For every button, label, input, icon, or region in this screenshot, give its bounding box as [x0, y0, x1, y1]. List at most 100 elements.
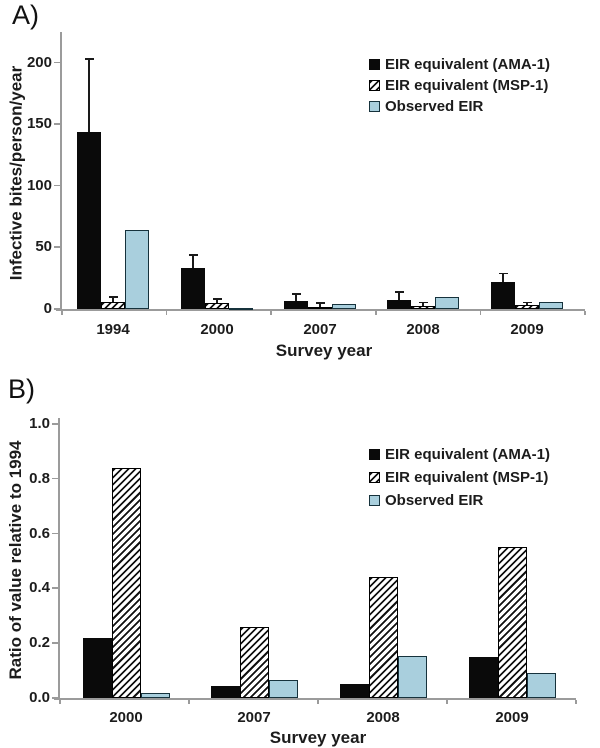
- error-bar-cap: [291, 293, 301, 295]
- legend-item: Observed EIR: [369, 96, 550, 117]
- bar-solid-black: [181, 268, 205, 309]
- y-axis-line: [60, 32, 62, 311]
- error-bar-cap: [315, 302, 325, 304]
- y-tick-mark: [54, 246, 60, 248]
- legend-label: EIR equivalent (MSP-1): [385, 469, 549, 486]
- legend-label: Observed EIR: [385, 98, 484, 115]
- x-axis-line: [56, 309, 585, 311]
- x-tick-mark: [575, 700, 577, 704]
- y-tick-mark: [54, 61, 60, 64]
- blue-square-icon: [369, 101, 380, 112]
- y-tick-mark: [52, 477, 58, 480]
- bar-hatched: [411, 305, 435, 309]
- x-tick-label: 2009: [495, 709, 529, 726]
- bar-solid-black: [82, 637, 112, 698]
- y-tick-label: 1.0: [29, 415, 50, 432]
- error-bar-line: [192, 254, 194, 269]
- bar-hatched: [515, 305, 539, 309]
- panel-a-x-axis-title: Survey year: [275, 341, 373, 360]
- error-bar-line: [422, 302, 424, 306]
- error-bar-cap: [498, 272, 508, 275]
- y-tick-label: 150: [26, 115, 52, 133]
- x-tick-mark: [188, 700, 190, 704]
- error-bar-cap: [212, 298, 222, 300]
- error-bar-line: [526, 302, 528, 306]
- legend-label: EIR equivalent (AMA-1): [385, 446, 551, 463]
- y-tick-label: 0.0: [29, 689, 50, 706]
- hatched-square-icon: [369, 472, 380, 483]
- error-bar-cap: [108, 296, 118, 298]
- hatched-square-icon: [369, 80, 380, 91]
- bar-light-blue: [140, 692, 170, 698]
- y-tick-mark: [52, 532, 58, 535]
- x-tick-mark: [61, 311, 63, 315]
- panel-a-y-axis-title: Infective bites/person/year: [6, 65, 26, 281]
- panel-b-x-axis-title: Survey year: [269, 728, 367, 747]
- bar-hatched: [205, 302, 229, 309]
- bar-light-blue: [332, 304, 356, 309]
- error-bar-cap: [84, 58, 94, 61]
- bar-light-blue: [125, 230, 149, 309]
- x-tick-mark: [270, 311, 272, 315]
- bar-light-blue: [229, 307, 253, 310]
- bar-solid-black: [491, 281, 515, 309]
- error-bar-line: [88, 58, 90, 132]
- x-tick-mark: [584, 311, 586, 315]
- y-tick-label: 0.4: [29, 579, 50, 597]
- error-bar-line: [502, 273, 504, 282]
- error-bar-cap: [522, 301, 532, 304]
- y-tick-mark: [54, 123, 60, 125]
- legend-item: EIR equivalent (MSP-1): [369, 75, 550, 96]
- x-tick-mark: [165, 311, 168, 315]
- legend-item: EIR equivalent (AMA-1): [369, 443, 550, 466]
- bar-hatched: [239, 626, 269, 698]
- error-bar-cap: [394, 291, 404, 293]
- x-tick-label: 2000: [109, 709, 143, 726]
- x-tick-label: 1994: [96, 321, 130, 338]
- legend-item: EIR equivalent (AMA-1): [369, 54, 550, 75]
- x-tick-mark: [59, 700, 61, 704]
- bar-solid-black: [210, 685, 240, 698]
- bar-light-blue: [435, 296, 459, 309]
- x-tick-label: 2008: [406, 321, 440, 338]
- x-tick-label: 2007: [237, 709, 271, 726]
- y-tick-mark: [52, 587, 58, 589]
- panel-a-letter: A): [12, 0, 39, 30]
- y-tick-label: 0.8: [29, 469, 50, 487]
- panel-b-y-axis-title: Ratio of value relative to 1994: [6, 440, 25, 680]
- x-tick-mark: [479, 311, 482, 315]
- y-tick-label: 0.2: [29, 634, 50, 652]
- bar-solid-black: [284, 300, 308, 309]
- bar-light-blue: [539, 301, 563, 309]
- legend-label: EIR equivalent (AMA-1): [385, 56, 551, 73]
- legend: EIR equivalent (AMA-1) EIR equivalent (MS…: [369, 54, 550, 117]
- bar-hatched: [368, 577, 398, 698]
- y-axis-line: [58, 418, 60, 700]
- bar-solid-black: [387, 299, 411, 309]
- y-tick-label: 200: [26, 53, 52, 71]
- y-tick-label: 50: [35, 238, 52, 256]
- error-bar-line: [295, 293, 297, 301]
- error-bar-line: [112, 296, 114, 302]
- y-tick-mark: [54, 308, 60, 310]
- bar-light-blue: [397, 655, 427, 698]
- legend-label: Observed EIR: [385, 492, 484, 509]
- y-tick-label: 100: [26, 176, 52, 194]
- y-tick-label: 0.6: [29, 524, 50, 542]
- x-tick-mark: [375, 311, 377, 315]
- black-square-icon: [369, 59, 380, 70]
- bar-light-blue: [526, 673, 556, 698]
- error-bar-line: [319, 302, 321, 307]
- x-tick-label: 2000: [200, 321, 234, 338]
- legend: EIR equivalent (AMA-1) EIR equivalent (MS…: [369, 443, 550, 512]
- panel-b-letter: B): [8, 374, 35, 404]
- bar-solid-black: [77, 131, 101, 309]
- error-bar-line: [398, 291, 400, 300]
- legend-item: EIR equivalent (MSP-1): [369, 466, 550, 489]
- error-bar-cap: [188, 254, 198, 256]
- bar-solid-black: [468, 656, 498, 698]
- blue-square-icon: [369, 495, 380, 506]
- black-square-icon: [369, 449, 380, 460]
- error-bar-line: [216, 298, 218, 303]
